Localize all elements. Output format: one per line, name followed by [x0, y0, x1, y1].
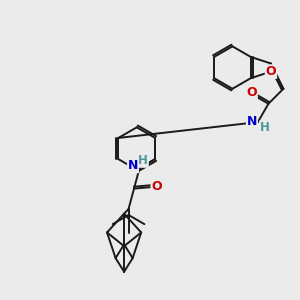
- Text: N: N: [247, 115, 257, 128]
- Text: O: O: [151, 180, 162, 193]
- Text: H: H: [138, 154, 148, 167]
- Text: O: O: [266, 65, 276, 78]
- Text: H: H: [260, 121, 270, 134]
- Text: N: N: [128, 159, 138, 172]
- Text: O: O: [246, 86, 257, 99]
